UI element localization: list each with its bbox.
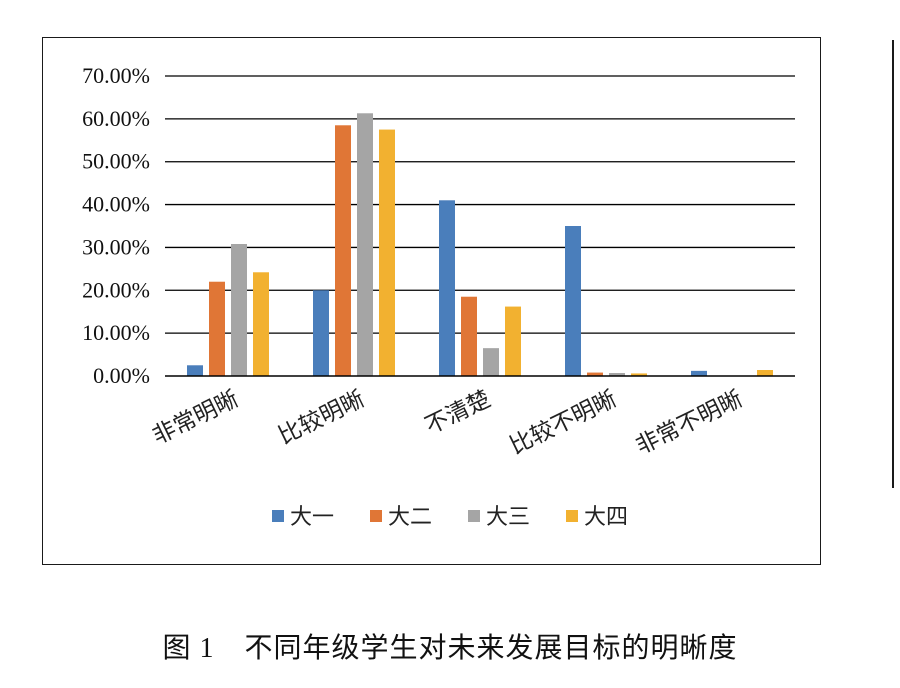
x-category-label: 非常不明晰 <box>632 386 747 460</box>
bar-大四-不清楚 <box>505 306 521 376</box>
bar-大四-非常明晰 <box>253 272 269 376</box>
bar-大一-比较不明晰 <box>565 226 581 376</box>
bar-大三-比较明晰 <box>357 113 373 377</box>
bar-大三-比较不明晰 <box>609 373 625 376</box>
y-tick-label: 20.00% <box>82 277 150 302</box>
legend-label: 大一 <box>290 505 334 530</box>
legend-swatch <box>566 510 578 522</box>
bar-大二-不清楚 <box>461 296 477 376</box>
legend-swatch <box>272 510 284 522</box>
bar-大二-比较明晰 <box>335 125 351 377</box>
bar-大二-非常明晰 <box>209 281 225 376</box>
legend-swatch <box>370 510 382 522</box>
legend-label: 大二 <box>388 505 432 530</box>
y-axis-tick-labels: 0.00% 10.00% 20.00% 30.00% 40.00% 50.00% 60.00… <box>82 63 150 388</box>
adjacent-figure-edge <box>892 40 894 488</box>
y-tick-label: 50.00% <box>82 149 150 174</box>
x-category-label: 比较明晰 <box>275 386 369 450</box>
bar-大四-非常不明晰 <box>757 370 773 376</box>
x-category-label: 非常明晰 <box>149 386 243 450</box>
y-tick-label: 30.00% <box>82 234 150 259</box>
gridlines <box>165 75 795 334</box>
legend-label: 大三 <box>486 505 530 530</box>
y-tick-label: 70.00% <box>82 63 150 88</box>
figure-caption: 图 1 不同年级学生对未来发展目标的明晰度 <box>0 626 900 666</box>
legend: 大一 大二 大三 大四 <box>272 505 628 530</box>
bars <box>187 113 773 377</box>
bar-大四-比较明晰 <box>379 129 395 376</box>
y-tick-label: 10.00% <box>82 320 150 345</box>
figure-title: 不同年级学生对未来发展目标的明晰度 <box>244 633 738 664</box>
bar-大三-不清楚 <box>483 348 499 376</box>
x-category-label: 不清楚 <box>421 386 494 440</box>
y-tick-label: 0.00% <box>93 363 150 388</box>
bar-大一-比较明晰 <box>313 290 329 376</box>
bar-大四-比较不明晰 <box>631 373 647 376</box>
x-category-label: 比较不明晰 <box>506 386 621 460</box>
legend-label: 大四 <box>584 505 628 530</box>
y-tick-label: 60.00% <box>82 106 150 131</box>
y-tick-label: 40.00% <box>82 192 150 217</box>
bar-大一-非常不明晰 <box>691 370 707 376</box>
x-axis-category-labels: 非常明晰 比较明晰 不清楚 比较不明晰 非常不明晰 <box>149 386 747 460</box>
bar-大一-不清楚 <box>439 200 455 376</box>
figure-number: 图 1 <box>162 633 215 664</box>
legend-swatch <box>468 510 480 522</box>
bar-大三-非常明晰 <box>231 244 247 376</box>
chart-frame <box>42 37 821 565</box>
bar-大二-比较不明晰 <box>587 372 603 376</box>
bar-大一-非常明晰 <box>187 365 203 376</box>
